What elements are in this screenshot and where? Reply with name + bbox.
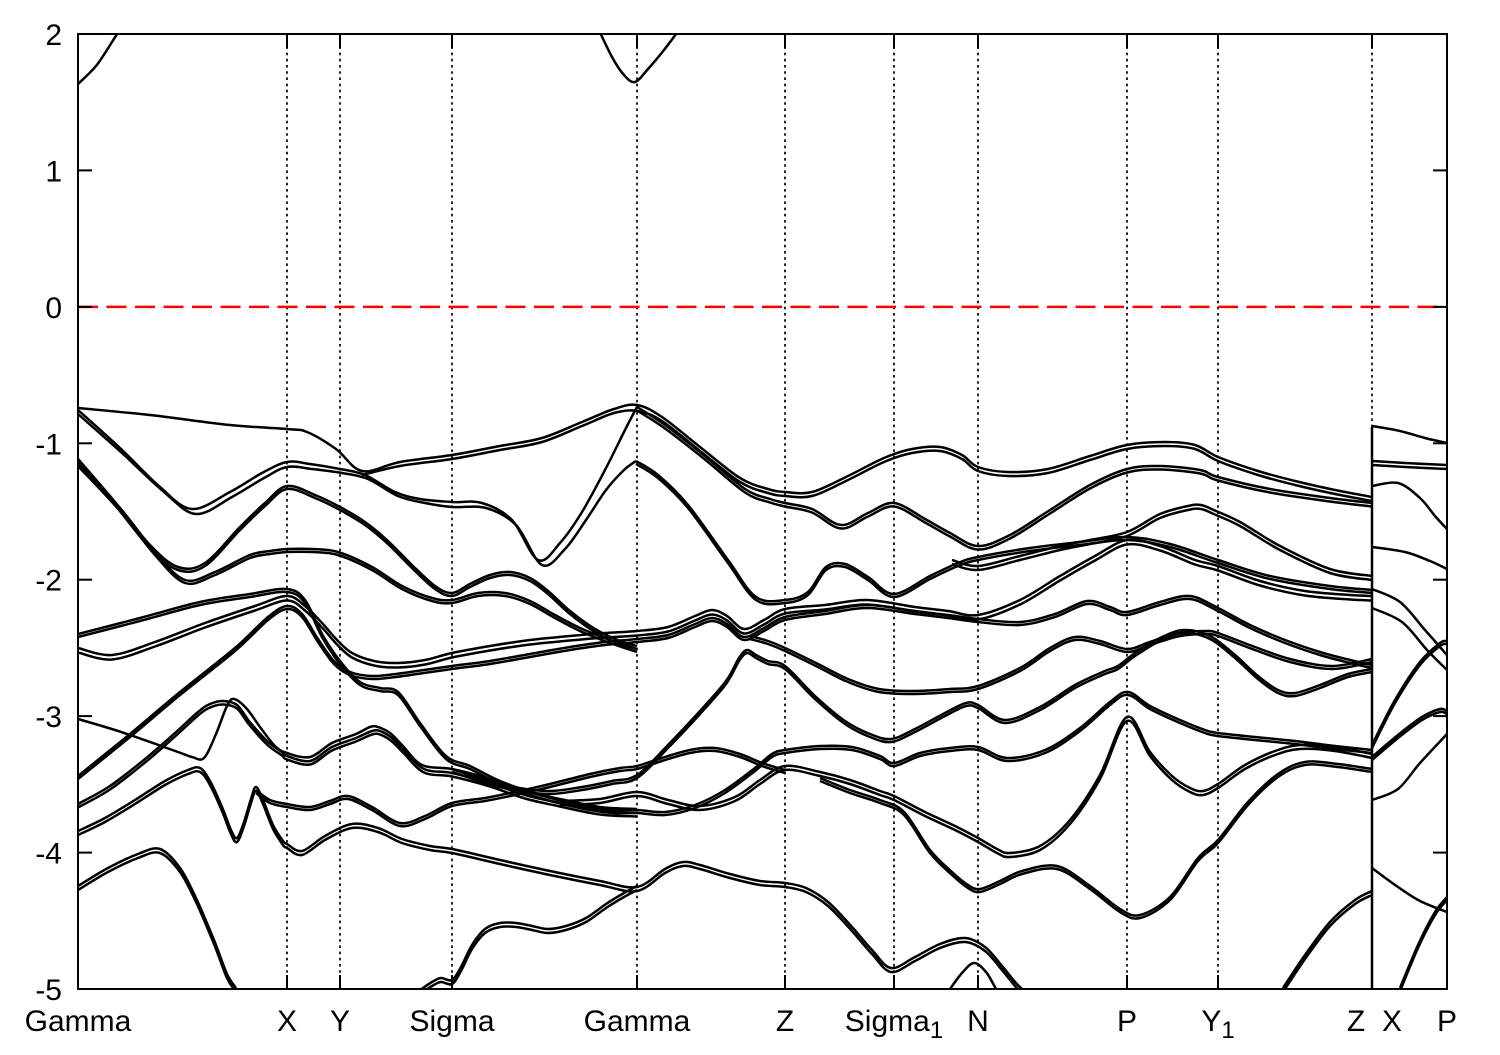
svg-text:Gamma: Gamma: [584, 1005, 691, 1038]
svg-text:X: X: [277, 1005, 297, 1038]
svg-text:Sigma1: Sigma1: [845, 1005, 943, 1044]
svg-text:-4: -4: [35, 838, 62, 871]
svg-text:Sigma: Sigma: [409, 1005, 494, 1038]
svg-text:P: P: [1117, 1005, 1137, 1038]
svg-text:N: N: [967, 1005, 989, 1038]
svg-text:X: X: [1382, 1005, 1402, 1038]
svg-text:Z: Z: [1347, 1005, 1365, 1038]
svg-text:Gamma: Gamma: [25, 1005, 132, 1038]
svg-text:0: 0: [45, 292, 62, 325]
svg-text:-5: -5: [35, 974, 62, 1007]
svg-text:Z: Z: [776, 1005, 794, 1038]
svg-text:P: P: [1437, 1005, 1457, 1038]
svg-text:1: 1: [45, 155, 62, 188]
svg-text:-2: -2: [35, 565, 62, 598]
svg-text:2: 2: [45, 19, 62, 52]
svg-text:Y: Y: [330, 1005, 350, 1038]
svg-text:-1: -1: [35, 428, 62, 461]
svg-text:-3: -3: [35, 701, 62, 734]
